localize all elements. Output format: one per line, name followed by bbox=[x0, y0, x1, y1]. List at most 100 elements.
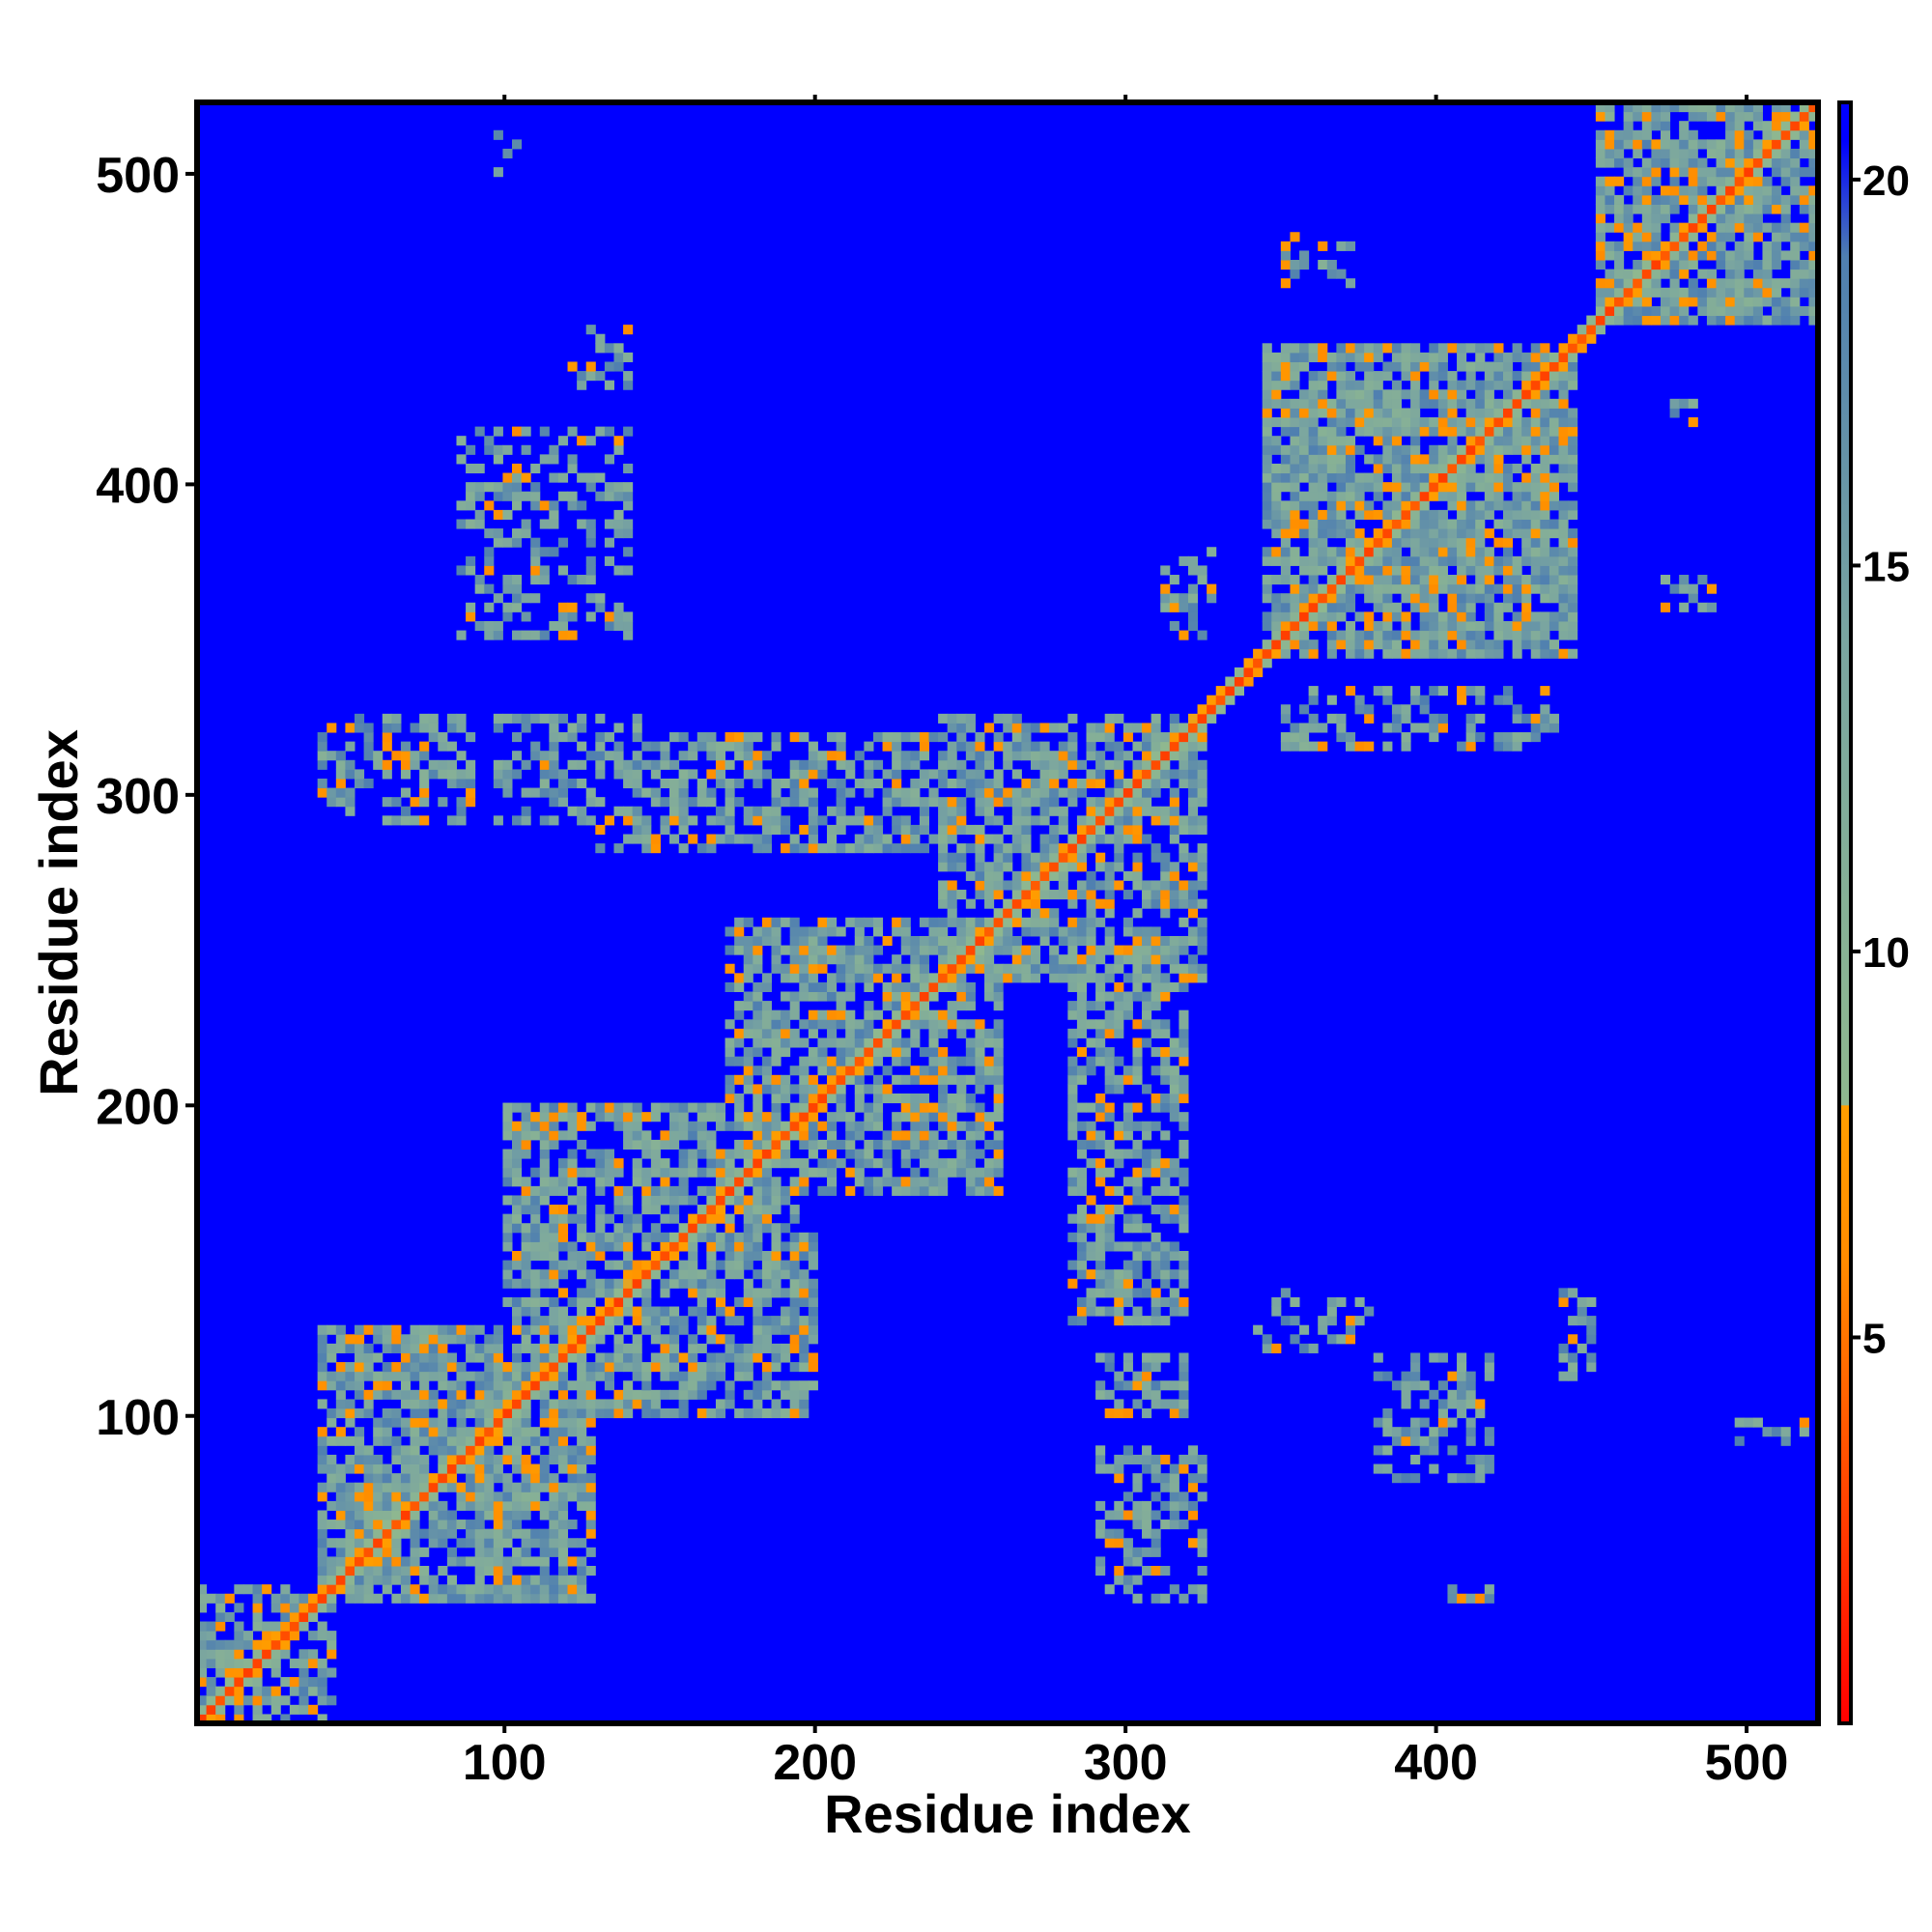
heatmap-cell bbox=[1234, 676, 1245, 687]
heatmap-cell bbox=[577, 1269, 587, 1280]
heatmap-cell bbox=[781, 917, 791, 927]
heatmap-cell bbox=[1493, 537, 1504, 548]
heatmap-cell bbox=[678, 1389, 689, 1400]
heatmap-cell bbox=[799, 1177, 810, 1187]
heatmap-cell bbox=[1271, 389, 1282, 400]
heatmap-cell bbox=[1095, 945, 1106, 955]
heatmap-cell bbox=[734, 1362, 745, 1373]
heatmap-cell bbox=[1160, 565, 1171, 576]
heatmap-cell bbox=[1142, 954, 1152, 965]
heatmap-cell bbox=[771, 1195, 781, 1206]
heatmap-cell bbox=[965, 713, 976, 724]
heatmap-cell bbox=[724, 1167, 735, 1178]
heatmap-cell bbox=[761, 1056, 772, 1066]
heatmap-cell bbox=[771, 1121, 781, 1131]
heatmap-cell bbox=[1502, 444, 1514, 455]
heatmap-cell bbox=[965, 963, 976, 974]
heatmap-cell bbox=[1401, 648, 1411, 659]
heatmap-cell bbox=[1290, 361, 1300, 372]
heatmap-cell bbox=[641, 1167, 652, 1178]
heatmap-cell bbox=[1391, 555, 1403, 566]
heatmap-cell bbox=[1262, 583, 1272, 594]
heatmap-cell bbox=[557, 1324, 569, 1335]
heatmap-cell bbox=[317, 1343, 327, 1353]
heatmap-cell bbox=[1336, 500, 1347, 511]
heatmap-cell bbox=[975, 926, 985, 937]
heatmap-cell bbox=[1151, 1352, 1161, 1363]
heatmap-cell bbox=[1401, 741, 1411, 752]
heatmap-cell bbox=[1512, 444, 1522, 455]
heatmap-cell bbox=[808, 1324, 818, 1335]
heatmap-cell bbox=[1187, 759, 1199, 770]
heatmap-cell bbox=[391, 1528, 402, 1539]
heatmap-cell bbox=[1114, 1241, 1124, 1252]
heatmap-cell bbox=[1382, 426, 1393, 437]
heatmap-cell bbox=[466, 787, 476, 798]
heatmap-cell bbox=[1280, 1316, 1291, 1326]
heatmap-cell bbox=[1326, 398, 1337, 409]
heatmap-cell bbox=[753, 981, 763, 992]
heatmap-cell bbox=[1429, 398, 1439, 409]
heatmap-cell bbox=[1039, 723, 1050, 733]
heatmap-cell bbox=[382, 1510, 392, 1520]
heatmap-cell bbox=[549, 1278, 559, 1289]
heatmap-cell bbox=[1142, 1463, 1152, 1474]
heatmap-cell bbox=[892, 1093, 902, 1104]
heatmap-cell bbox=[1076, 787, 1087, 798]
heatmap-cell bbox=[1521, 519, 1532, 529]
heatmap-cell bbox=[234, 1677, 244, 1688]
heatmap-cell bbox=[438, 1380, 448, 1391]
heatmap-cell bbox=[1410, 1473, 1421, 1484]
heatmap-cell bbox=[1484, 361, 1494, 372]
heatmap-cell bbox=[595, 1399, 606, 1409]
heatmap-cell bbox=[1437, 1417, 1448, 1428]
heatmap-cell bbox=[947, 806, 957, 816]
heatmap-cell bbox=[761, 1223, 772, 1234]
heatmap-cell bbox=[1391, 565, 1403, 576]
heatmap-cell bbox=[1086, 1213, 1096, 1224]
heatmap-cell bbox=[466, 1538, 476, 1548]
heatmap-cell bbox=[502, 1177, 513, 1187]
heatmap-cell bbox=[1169, 1112, 1179, 1122]
heatmap-cell bbox=[206, 1649, 216, 1660]
heatmap-cell bbox=[1410, 519, 1421, 529]
heatmap-cell bbox=[984, 926, 995, 937]
heatmap-cell bbox=[419, 1473, 430, 1484]
heatmap-cell bbox=[1308, 583, 1319, 594]
heatmap-cell bbox=[484, 1565, 495, 1577]
heatmap-cell bbox=[1373, 620, 1383, 632]
heatmap-cell bbox=[845, 1139, 856, 1151]
heatmap-cell bbox=[567, 1149, 578, 1159]
heatmap-cell bbox=[753, 1139, 763, 1151]
heatmap-cell bbox=[1122, 824, 1133, 835]
heatmap-cell bbox=[1207, 695, 1217, 705]
heatmap-cell bbox=[771, 1047, 781, 1058]
heatmap-cell bbox=[1336, 343, 1347, 354]
heatmap-cell bbox=[1401, 491, 1411, 501]
heatmap-cell bbox=[882, 1139, 893, 1151]
heatmap-cell bbox=[724, 1389, 735, 1400]
heatmap-cell bbox=[1039, 963, 1050, 974]
heatmap-cell bbox=[280, 1649, 291, 1660]
heatmap-cell bbox=[1475, 555, 1486, 566]
heatmap-cell bbox=[1465, 630, 1476, 640]
heatmap-cell bbox=[975, 954, 985, 965]
heatmap-cell bbox=[1160, 1352, 1171, 1363]
heatmap-cell bbox=[1151, 1306, 1161, 1317]
heatmap-cell bbox=[539, 1139, 550, 1151]
heatmap-cell bbox=[724, 1232, 735, 1242]
heatmap-cell bbox=[623, 769, 634, 780]
heatmap-cell bbox=[1364, 398, 1375, 409]
heatmap-cell bbox=[1437, 482, 1448, 493]
heatmap-cell bbox=[900, 751, 911, 761]
heatmap-cell bbox=[993, 1130, 1004, 1141]
heatmap-cell bbox=[1122, 1177, 1133, 1187]
heatmap-cell bbox=[567, 1343, 578, 1353]
heatmap-cell bbox=[391, 1343, 402, 1353]
heatmap-cell bbox=[1197, 1528, 1208, 1539]
heatmap-cell bbox=[734, 1250, 745, 1262]
heatmap-cell bbox=[493, 1407, 503, 1419]
heatmap-cell bbox=[1067, 1084, 1078, 1094]
heatmap-cell bbox=[1030, 723, 1041, 733]
heatmap-cell bbox=[623, 1121, 634, 1131]
